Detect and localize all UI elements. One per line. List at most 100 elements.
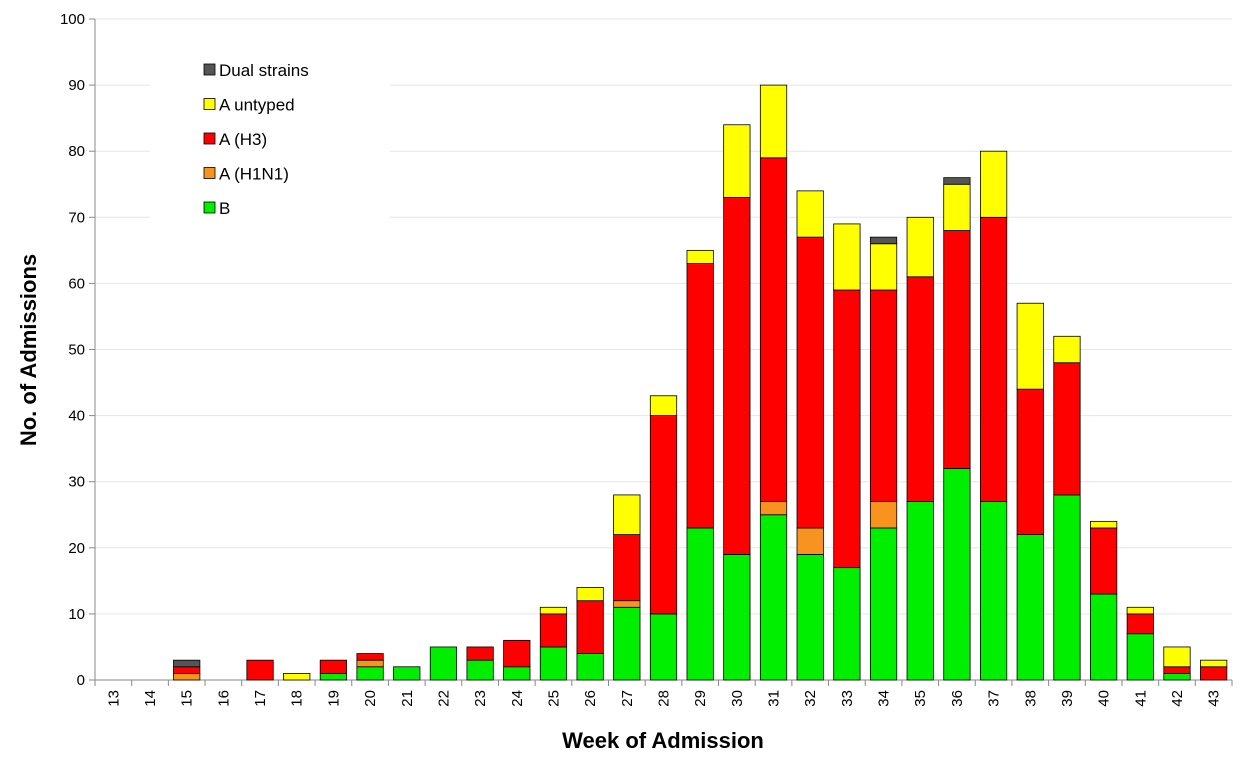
bar-segment [869, 243, 898, 291]
legend-label: A untyped [219, 96, 295, 115]
bar-segment [723, 124, 751, 198]
x-tick-label: 42 [1169, 690, 1186, 707]
y-tick-label: 100 [60, 11, 85, 28]
bar-segment [686, 527, 714, 681]
legend-label: A (H3) [219, 130, 267, 149]
bar-segment [1090, 593, 1118, 681]
bar-segment [649, 613, 678, 681]
x-tick-label: 32 [802, 690, 819, 707]
bar-segment [759, 84, 788, 159]
bar-segment [283, 672, 311, 681]
bar-segment [796, 527, 824, 555]
bar-segment [686, 249, 714, 264]
bar-segment [613, 534, 641, 602]
y-tick-label: 20 [68, 540, 85, 557]
legend-label: B [219, 199, 230, 218]
x-tick-label: 40 [1096, 690, 1113, 707]
bar-segment [759, 157, 788, 502]
bar-segment [686, 263, 714, 529]
bar-segment [173, 659, 201, 668]
bar-segment [869, 289, 898, 502]
y-tick-label: 90 [68, 77, 85, 94]
bar-segment [539, 613, 568, 648]
bar-segment [1016, 388, 1044, 535]
y-tick-label: 40 [68, 408, 85, 425]
bar-segment [613, 606, 641, 681]
bar-segment [906, 501, 934, 681]
bar-segment [1163, 666, 1191, 674]
bar-segment [356, 653, 384, 661]
x-tick-label: 30 [729, 690, 746, 707]
x-tick-label: 38 [1022, 690, 1039, 707]
x-tick-label: 35 [912, 690, 929, 707]
bar-segment [1053, 362, 1081, 496]
x-tick-label: 13 [105, 690, 122, 707]
bar-segment [576, 600, 604, 654]
y-tick-label: 70 [68, 209, 85, 226]
bar-segment [796, 554, 824, 681]
x-tick-label: 19 [325, 690, 342, 707]
x-tick-label: 15 [179, 690, 196, 707]
legend-swatch [203, 201, 216, 214]
bar-segment [943, 183, 971, 231]
x-tick-label: 37 [986, 690, 1003, 707]
bar-segment [539, 606, 568, 615]
bar-segment [943, 230, 971, 469]
bar-segment [1163, 672, 1191, 681]
y-tick-label: 60 [68, 275, 85, 292]
x-tick-label: 21 [399, 690, 416, 707]
x-tick-label: 29 [692, 690, 709, 707]
x-tick-label: 18 [289, 690, 306, 707]
legend-swatch [203, 63, 216, 76]
legend-swatch [203, 167, 216, 179]
bar-segment [906, 276, 934, 502]
x-tick-label: 22 [435, 690, 452, 707]
bar-segment [906, 216, 934, 278]
x-tick-label: 20 [362, 690, 379, 707]
bar-segment [796, 190, 824, 238]
bar-segment [1126, 613, 1154, 635]
x-tick-label: 25 [545, 690, 562, 707]
y-tick-label: 80 [68, 143, 85, 160]
x-tick-label: 28 [656, 690, 673, 707]
bar-segment [576, 587, 604, 602]
x-tick-label: 23 [472, 690, 489, 707]
bar-segment [1200, 659, 1228, 668]
bar-segment [979, 501, 1008, 681]
x-tick-label: 31 [766, 690, 783, 707]
bar-segment [173, 672, 201, 681]
legend-label: Dual strains [219, 61, 309, 80]
bar-segment [1163, 646, 1191, 668]
bar-segment [723, 554, 751, 681]
x-tick-label: 36 [949, 690, 966, 707]
bar-segment [1053, 335, 1081, 364]
bar-segment [356, 666, 384, 681]
bar-segment [1016, 534, 1044, 681]
x-tick-label: 16 [215, 690, 232, 707]
bar-segment [576, 653, 604, 681]
bar-segment [1090, 520, 1118, 529]
x-tick-label: 43 [1206, 690, 1223, 707]
bar-segment [319, 659, 348, 674]
x-tick-label: 17 [252, 690, 269, 707]
x-tick-label: 14 [142, 690, 159, 707]
y-tick-label: 10 [68, 606, 85, 623]
x-tick-label: 41 [1132, 690, 1149, 707]
y-tick-label: 0 [77, 672, 85, 689]
bar-segment [979, 150, 1008, 218]
bar-segment [356, 659, 384, 668]
bar-segment [943, 468, 971, 681]
bar-segment [173, 666, 201, 674]
bar-segment [869, 501, 898, 529]
legend-swatch [203, 98, 216, 110]
bar-segment [539, 646, 568, 681]
legend-box [150, 45, 390, 230]
bar-segment [943, 177, 971, 185]
bar-segment [246, 659, 274, 681]
bar-segment [759, 501, 788, 516]
y-axis-title: No. of Admissions [16, 254, 41, 446]
bar-segment [1053, 494, 1081, 681]
bar-segment [319, 672, 348, 681]
bar-segment [503, 666, 531, 681]
